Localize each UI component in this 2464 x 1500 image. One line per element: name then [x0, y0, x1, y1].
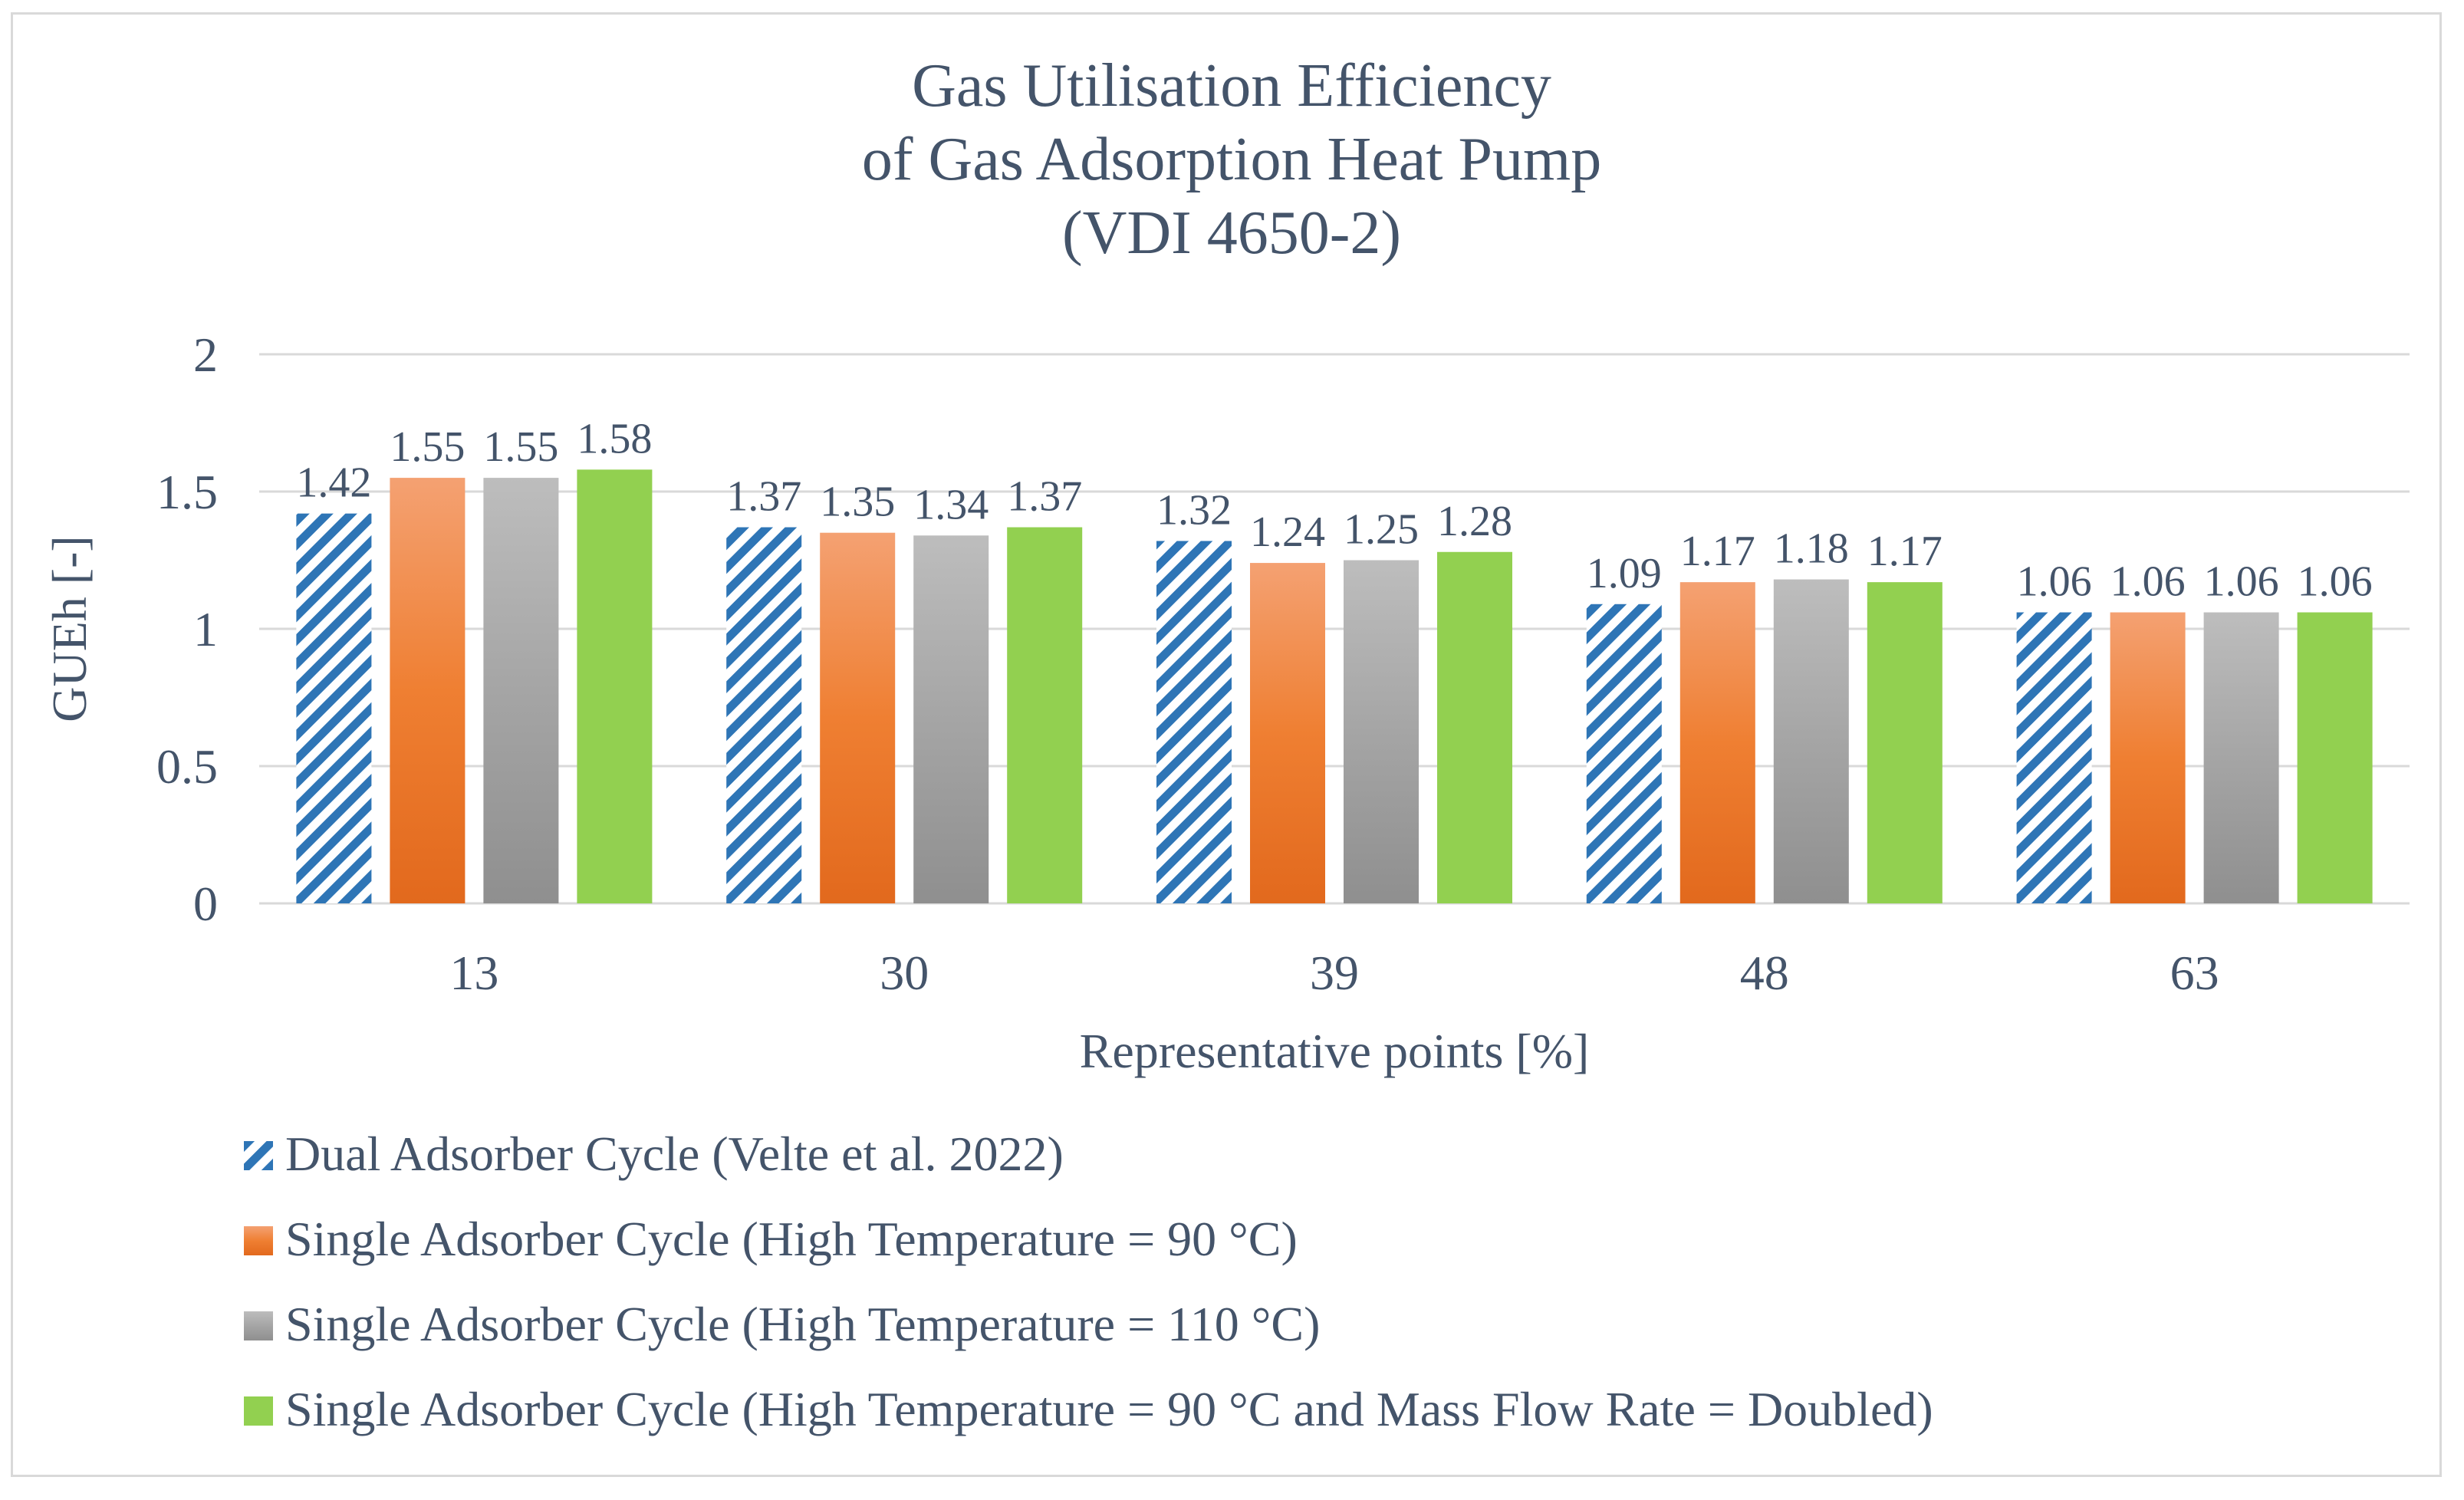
- data-labels: 1.42 1.55 1.55 1.58 1.37 1.35 1.34 1.37 1.32 1.24…: [296, 415, 2372, 605]
- legend-label: Dual Adsorber Cycle (Velte et al. 2022): [285, 1127, 1064, 1181]
- data-label: 1.42: [296, 459, 371, 507]
- data-label: 1.18: [1774, 525, 1849, 573]
- data-label: 1.55: [483, 423, 558, 471]
- bar-series-2-cat-30: [820, 532, 896, 903]
- y-axis-ticks: 0 0.5 1 1.5 2: [156, 327, 218, 931]
- bar-series-4-cat-30: [1007, 527, 1083, 903]
- x-tick-label: 30: [880, 946, 929, 1000]
- bar-series-2-cat-13: [390, 478, 465, 903]
- x-tick-label: 63: [2170, 946, 2219, 1000]
- data-label: 1.06: [2204, 558, 2279, 606]
- legend-swatch: [244, 1396, 273, 1426]
- legend-item-4: Single Adsorber Cycle (High Temperature …: [244, 1382, 1933, 1436]
- bar-series-4-cat-48: [1867, 582, 1943, 903]
- legend-label: Single Adsorber Cycle (High Temperature …: [285, 1382, 1933, 1436]
- bar-series-1-cat-39: [1156, 541, 1232, 903]
- data-label: 1.55: [390, 423, 465, 471]
- bar-series-1-cat-63: [2016, 612, 2092, 903]
- data-label: 1.06: [2110, 558, 2186, 606]
- legend-item-3: Single Adsorber Cycle (High Temperature …: [244, 1297, 1320, 1351]
- bar-series-3-cat-13: [483, 478, 559, 903]
- bars: [296, 469, 2373, 903]
- data-label: 1.06: [2298, 558, 2373, 606]
- legend-swatch: [244, 1311, 273, 1340]
- data-label: 1.35: [820, 479, 895, 526]
- y-tick-label: 0: [193, 877, 218, 931]
- bar-series-3-cat-63: [2203, 612, 2279, 903]
- data-label: 1.24: [1250, 508, 1325, 556]
- bar-series-2-cat-48: [1679, 582, 1755, 903]
- data-label: 1.37: [726, 473, 801, 521]
- bar-series-4-cat-63: [2297, 612, 2373, 903]
- legend: Dual Adsorber Cycle (Velte et al. 2022) S…: [244, 1127, 1933, 1436]
- x-tick-label: 13: [449, 946, 498, 1000]
- bar-series-3-cat-30: [913, 535, 989, 903]
- x-tick-label: 48: [1740, 946, 1789, 1000]
- data-label: 1.17: [1867, 528, 1943, 575]
- data-label: 1.17: [1680, 528, 1755, 575]
- chart-title-line-2: of Gas Adsorption Heat Pump: [862, 126, 1601, 193]
- bar-series-1-cat-48: [1586, 604, 1662, 903]
- bar-series-2-cat-63: [2110, 612, 2186, 903]
- bar-series-3-cat-39: [1344, 560, 1419, 903]
- legend-label: Single Adsorber Cycle (High Temperature …: [285, 1297, 1320, 1351]
- y-tick-label: 0.5: [156, 739, 218, 794]
- y-tick-label: 1: [193, 602, 218, 656]
- data-label: 1.34: [913, 481, 989, 528]
- data-label: 1.09: [1587, 550, 1662, 597]
- data-label: 1.25: [1344, 506, 1419, 554]
- legend-swatch: [244, 1141, 273, 1170]
- y-tick-label: 1.5: [156, 465, 218, 519]
- bar-series-4-cat-13: [577, 469, 653, 903]
- legend-item-2: Single Adsorber Cycle (High Temperature …: [244, 1212, 1298, 1266]
- chart-title-line-1: Gas Utilisation Efficiency: [912, 52, 1551, 120]
- data-label: 1.58: [577, 415, 652, 462]
- data-label: 1.32: [1156, 486, 1232, 534]
- bar-series-3-cat-48: [1773, 579, 1849, 903]
- bar-series-4-cat-39: [1437, 551, 1512, 903]
- x-axis-label: Representative points [%]: [1080, 1024, 1590, 1078]
- y-tick-label: 2: [193, 327, 218, 382]
- data-label: 1.06: [2017, 558, 2092, 606]
- x-axis-ticks: 13 30 39 48 63: [449, 946, 2219, 1000]
- legend-item-1: Dual Adsorber Cycle (Velte et al. 2022): [244, 1127, 1064, 1181]
- bar-series-1-cat-30: [726, 527, 802, 903]
- bar-series-2-cat-39: [1250, 563, 1325, 903]
- chart-title-line-3: (VDI 4650-2): [1062, 199, 1401, 267]
- data-label: 1.28: [1437, 498, 1512, 545]
- legend-label: Single Adsorber Cycle (High Temperature …: [285, 1212, 1298, 1266]
- data-label: 1.37: [1007, 473, 1082, 521]
- x-tick-label: 39: [1310, 946, 1359, 1000]
- bar-series-1-cat-13: [296, 513, 372, 903]
- legend-swatch: [244, 1226, 273, 1255]
- y-axis-label: GUEh [-]: [42, 535, 97, 722]
